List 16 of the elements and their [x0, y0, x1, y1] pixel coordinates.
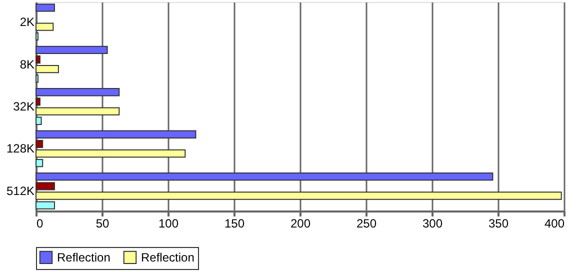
x-tick-label: 400 — [544, 216, 565, 230]
x-tick-label: 0 — [36, 216, 44, 230]
legend-label: Reflection — [141, 250, 194, 264]
x-tick-label: 50 — [96, 216, 110, 230]
legend-label: Reflection — [57, 250, 110, 264]
y-tick-label: 2K — [20, 15, 34, 30]
y-tick-label: 512K — [6, 184, 34, 198]
x-tick-label: 300 — [422, 216, 443, 230]
x-tick-label: 250 — [356, 216, 377, 230]
x-tick-label: 100 — [158, 216, 179, 230]
x-tick-label: 150 — [224, 216, 245, 230]
y-tick-label: 32K — [13, 100, 34, 114]
x-tick-label: 200 — [290, 216, 311, 230]
y-tick-label: 8K — [20, 57, 34, 72]
x-tick-label: 350 — [488, 216, 509, 230]
y-tick-label: 128K — [6, 142, 34, 156]
